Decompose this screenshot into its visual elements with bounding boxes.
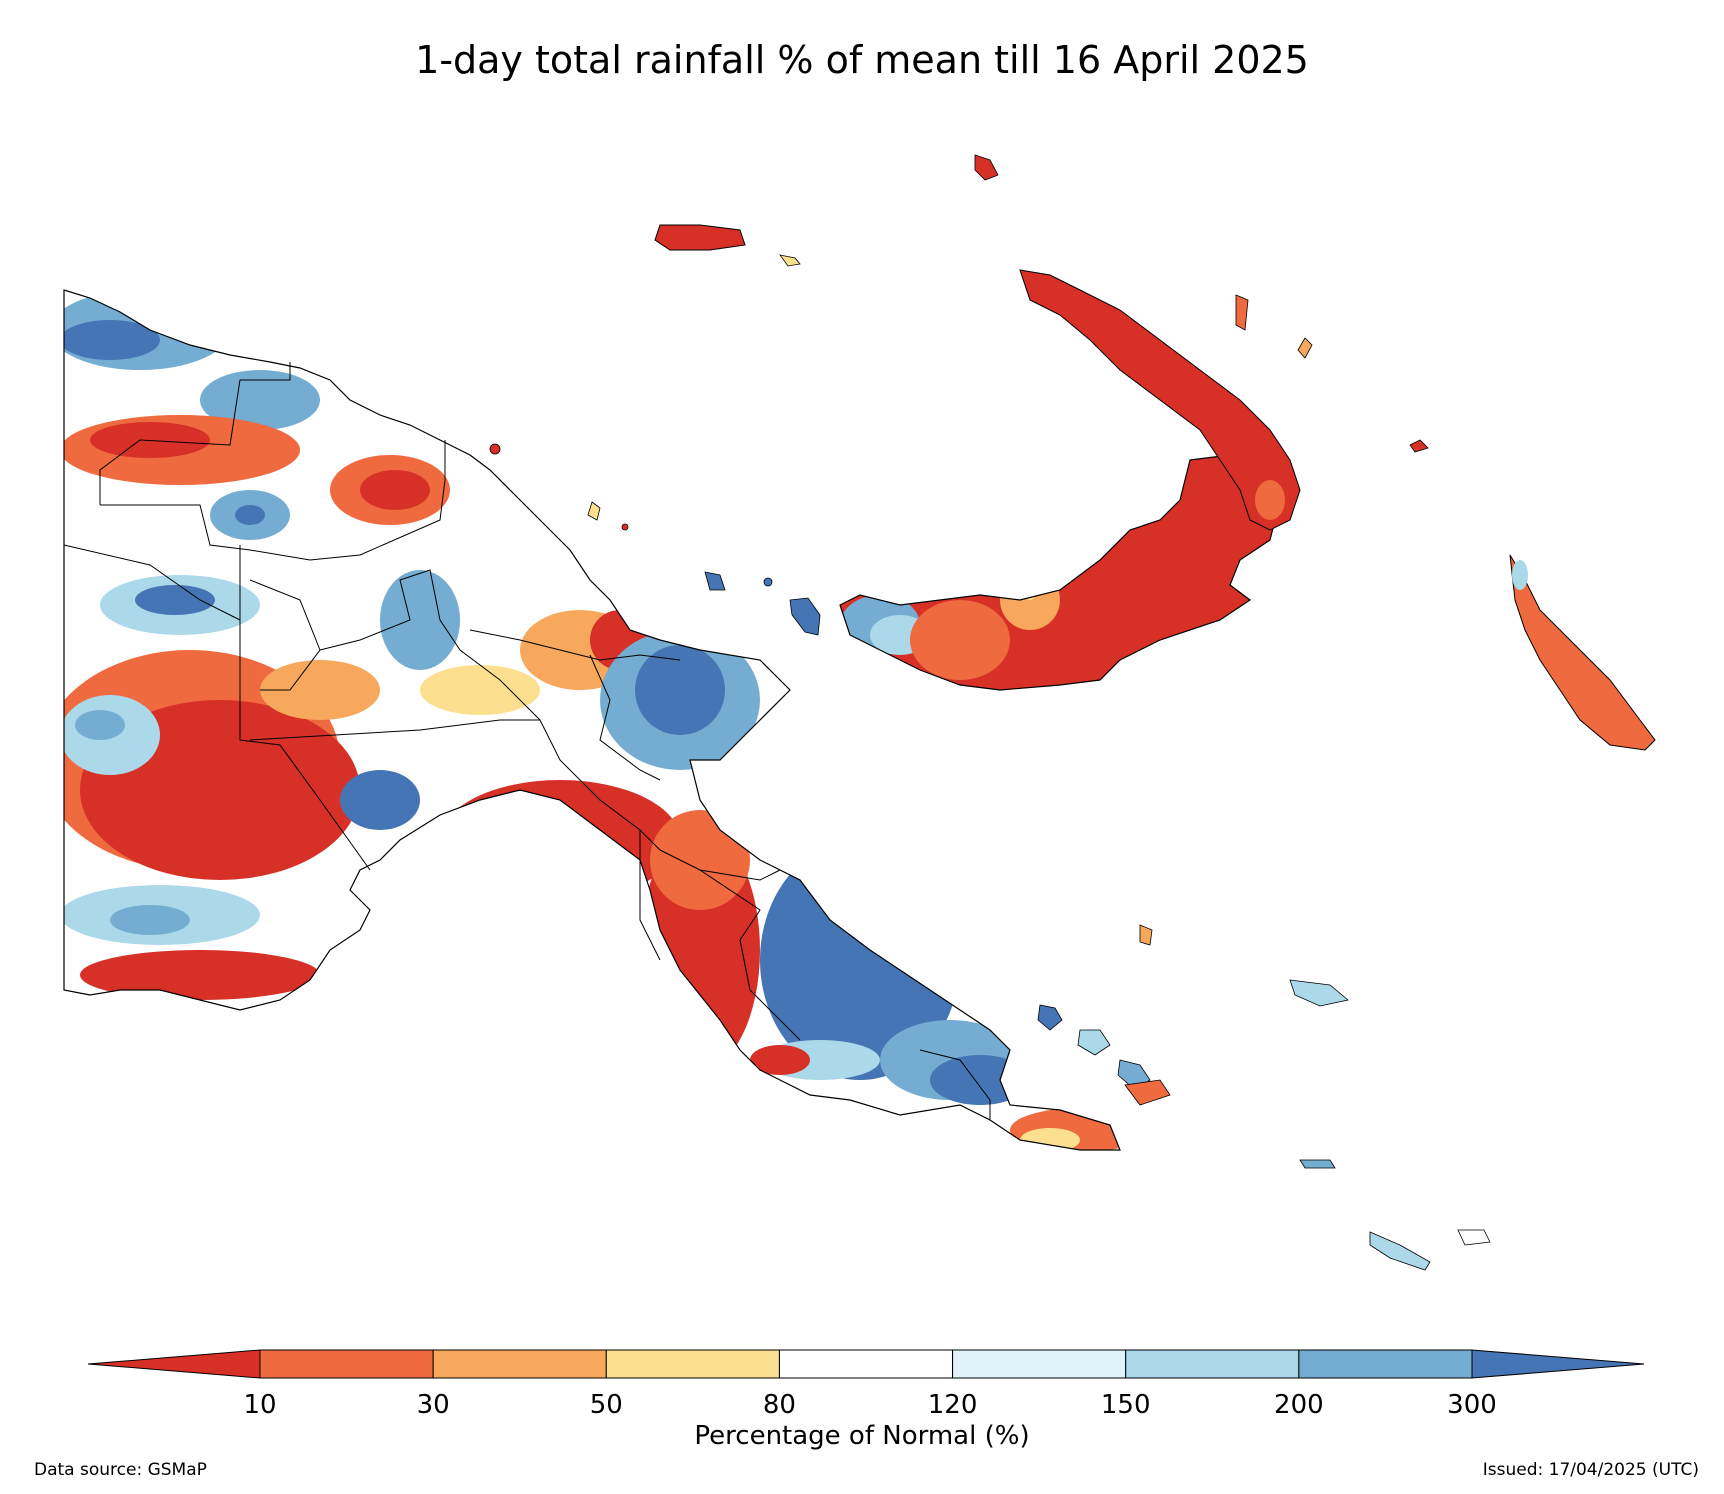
colorbar-segment [605,1349,780,1379]
colorbar-tick-label: 200 [1274,1390,1324,1420]
new-ireland [1019,269,1301,531]
colorbar-tick-label: 120 [928,1390,978,1420]
colorbar-tick-label: 300 [1447,1390,1497,1420]
colorbar-tick-label: 80 [763,1390,796,1420]
colorbar-label: Percentage of Normal (%) [694,1421,1029,1451]
bougainville [1509,554,1656,751]
colorbar-segment [778,1349,954,1379]
colorbar-segment [259,1349,434,1379]
issued-date: Issued: 17/04/2025 (UTC) [1482,1460,1699,1480]
colorbar-extend-low [87,1349,261,1379]
colorbar-tick-label: 50 [590,1390,623,1420]
mainland-coastline [63,289,1121,1151]
map-title: 1-day total rainfall % of mean till 16 A… [415,38,1309,82]
colorbar-segment [432,1349,607,1379]
colorbar-tick-label: 10 [243,1390,276,1420]
province-borders [63,362,991,1120]
rainfall-map [63,154,1656,1271]
manus-island [654,224,746,251]
data-source: Data source: GSMaP [34,1460,207,1480]
new-britain-coastline [839,454,1281,691]
colorbar-segment [1125,1349,1300,1379]
colorbar-extend-high [1471,1349,1645,1379]
colorbar-tick-label: 30 [417,1390,450,1420]
colorbar-segment [952,1349,1127,1379]
colorbar-segment [1298,1349,1473,1379]
colorbar-tick-label: 150 [1101,1390,1151,1420]
mussau-island [974,154,999,181]
karkar-island [789,597,821,636]
